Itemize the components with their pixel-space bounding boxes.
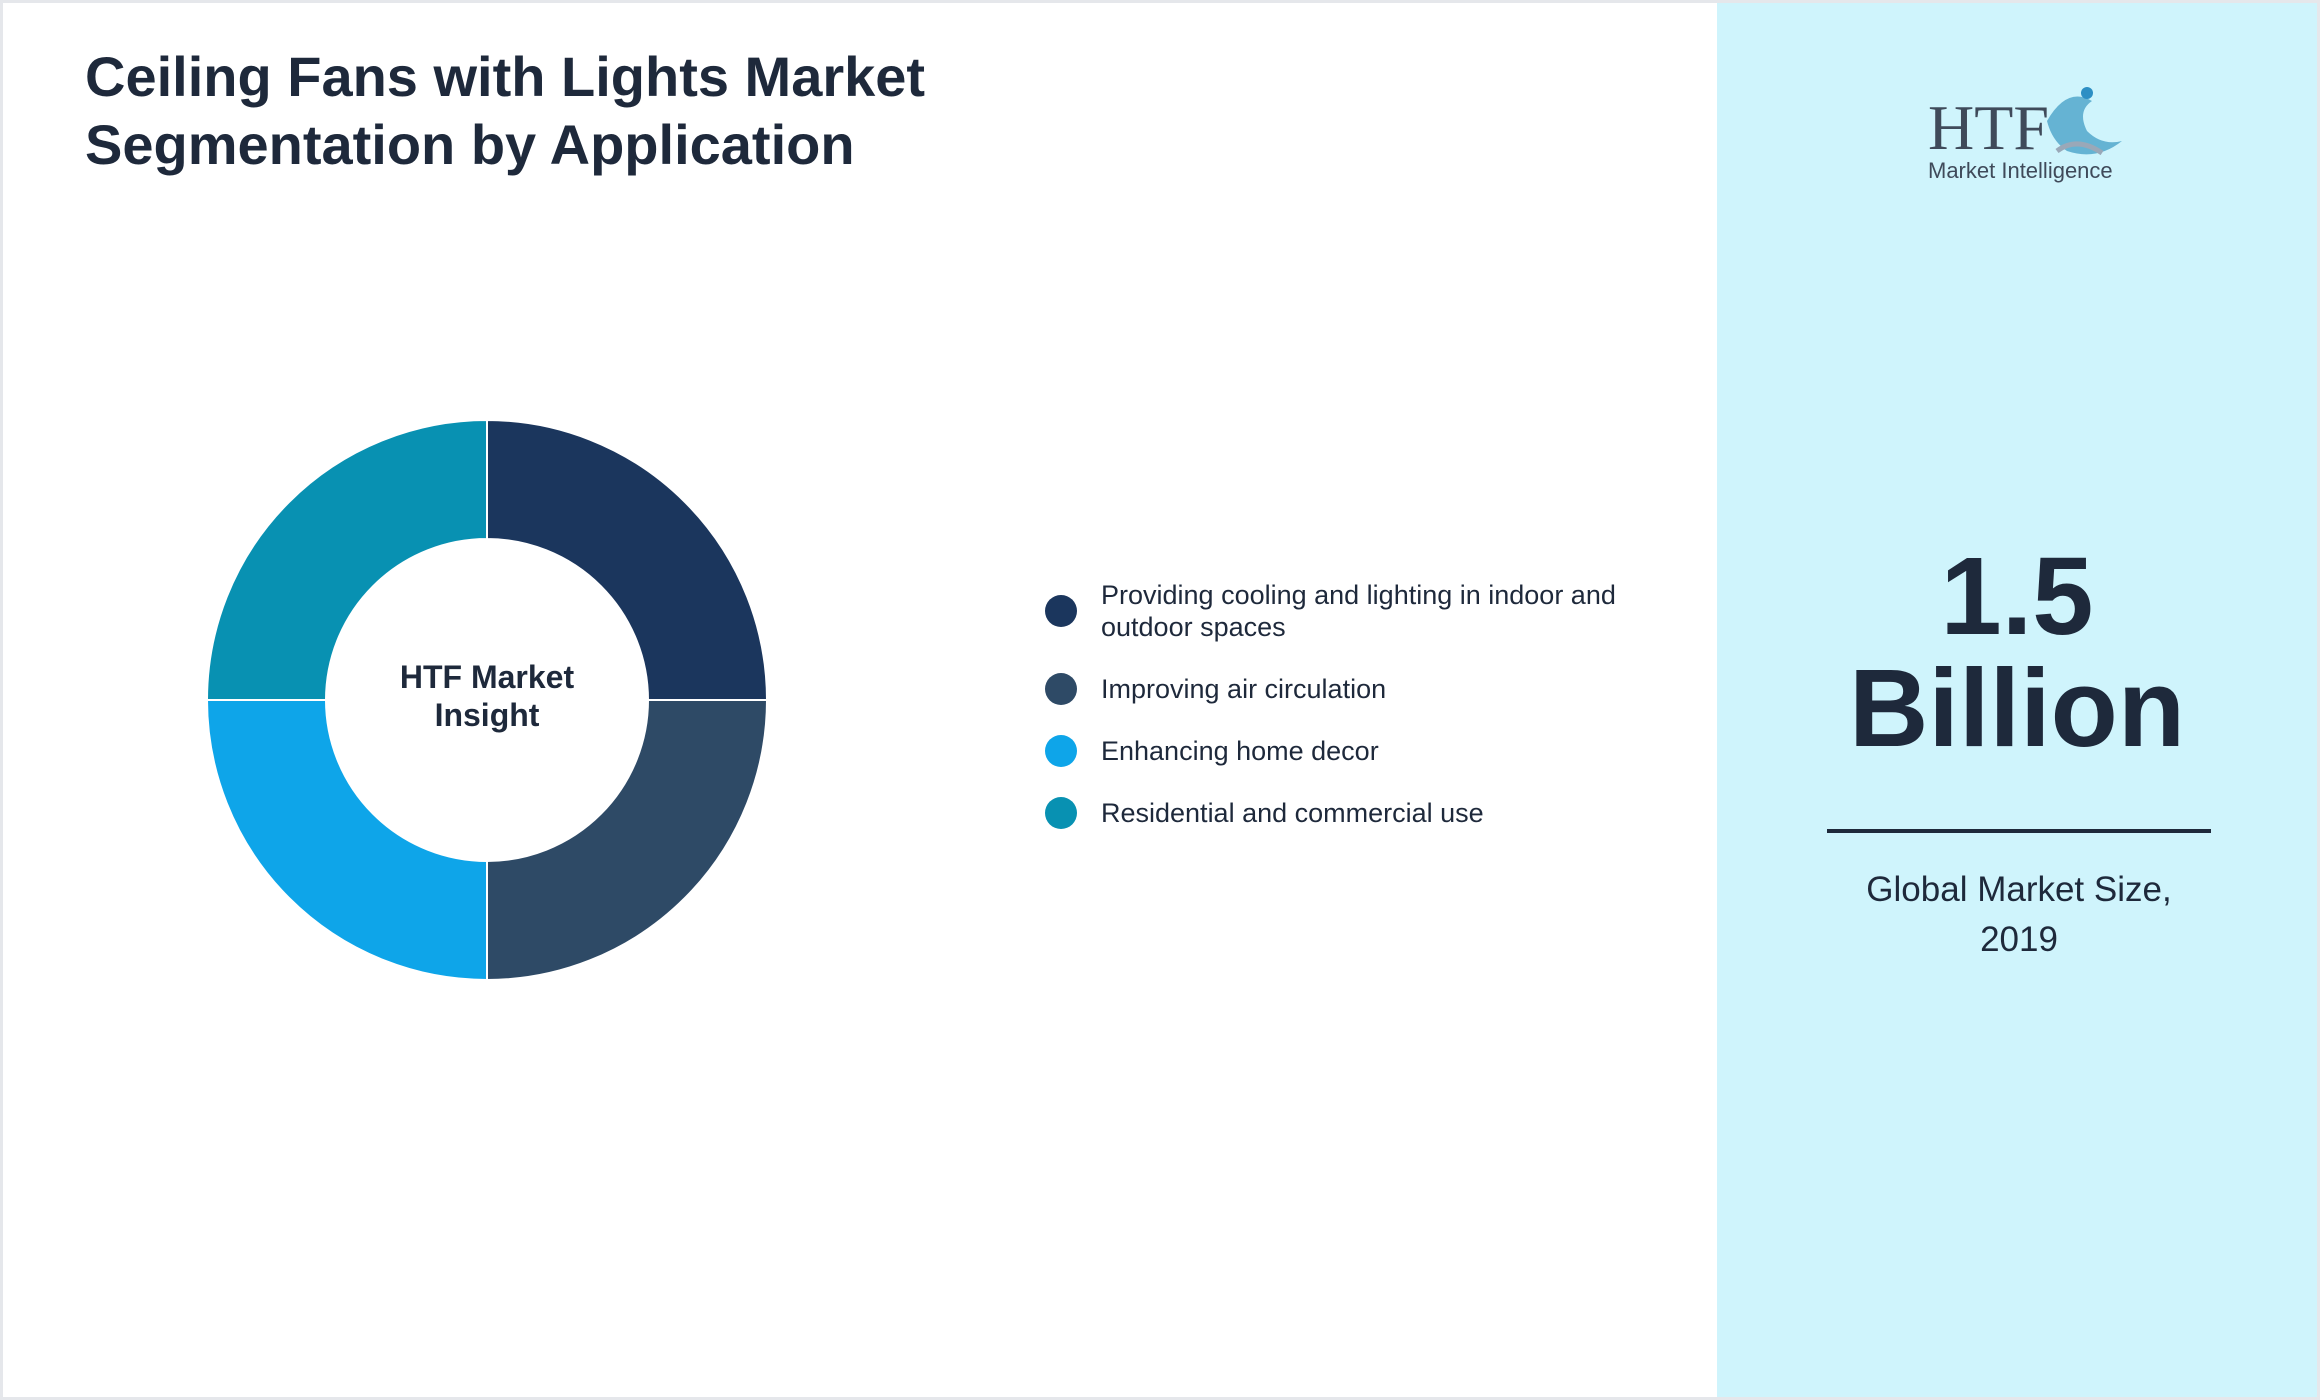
legend-label: Enhancing home decor [1101, 736, 1379, 766]
divider [1827, 829, 2211, 833]
legend: Providing cooling and lighting in indoor… [1045, 579, 1665, 859]
donut-segment [205, 699, 488, 982]
chart-title: Ceiling Fans with Lights Market Segmenta… [85, 45, 926, 176]
donut-segment [486, 699, 769, 982]
market-size-unit: Billion [1848, 647, 2186, 770]
legend-item: Providing cooling and lighting in indoor… [1045, 579, 1665, 643]
donut-segment [205, 418, 488, 701]
side-panel: HTF Market Intelligence 1.5 Billion Glob… [1717, 3, 2317, 1397]
legend-marker [1045, 797, 1077, 829]
market-size: 1.5 Billion [1717, 541, 2317, 765]
logo-icon [2047, 87, 2122, 156]
legend-item: Improving air circulation [1045, 673, 1665, 705]
legend-marker [1045, 595, 1077, 627]
legend-label: Residential and commercial use [1101, 798, 1484, 828]
market-size-value: 1.5 [1940, 535, 2094, 658]
donut-chart [205, 418, 769, 982]
legend-marker [1045, 735, 1077, 767]
donut-segment [486, 418, 769, 701]
market-size-label: Global Market Size, 2019 [1866, 870, 2172, 959]
legend-label: Providing cooling and lighting in indoor… [1101, 580, 1616, 642]
legend-item: Enhancing home decor [1045, 735, 1665, 767]
center-label: HTF Market Insight [399, 659, 575, 733]
legend-item: Residential and commercial use [1045, 797, 1665, 829]
logo-name: HTF [1928, 92, 2049, 163]
legend-label: Improving air circulation [1101, 674, 1387, 704]
logo-tagline: Market Intelligence [1928, 158, 2113, 183]
legend-marker [1045, 673, 1077, 705]
